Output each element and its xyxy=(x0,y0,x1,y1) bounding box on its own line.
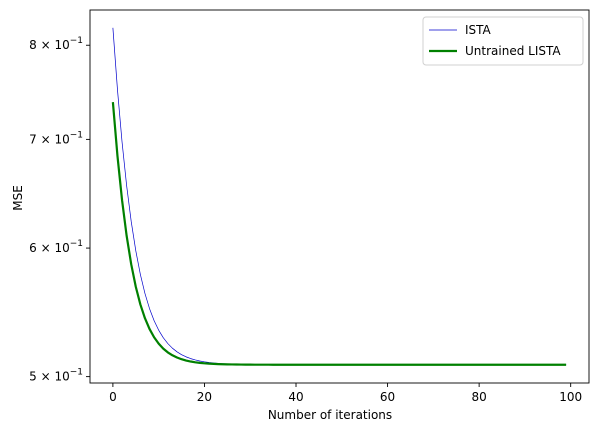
plot-area xyxy=(89,9,590,384)
plot-frame xyxy=(89,9,590,384)
x-axis-label: Number of iterations xyxy=(268,408,392,422)
y-tick-exponent: −1 xyxy=(70,368,83,378)
x-tick-label: 60 xyxy=(380,390,395,404)
y-tick-exponent: −1 xyxy=(70,239,83,249)
x-tick-label: 80 xyxy=(471,390,486,404)
y-tick-mantissa: 6 xyxy=(29,241,37,255)
y-axis-ticks: 5 × 10−1 6 × 10−1 7 × 10−1 8 × 10−1 xyxy=(29,36,90,384)
series-line-ista xyxy=(112,27,567,366)
y-tick-mantissa: 7 xyxy=(29,132,37,146)
y-tick-label: 6 × 10−1 xyxy=(29,239,83,255)
x-tick-label: 0 xyxy=(109,390,117,404)
x-tick-label: 20 xyxy=(197,390,212,404)
legend-label: ISTA xyxy=(465,23,492,37)
x-axis-ticks: 0 20 40 60 80 100 xyxy=(109,383,582,404)
y-tick-mantissa: 5 xyxy=(29,370,37,384)
y-tick-label: 5 × 10−1 xyxy=(29,368,83,384)
series-line-untrained-lista xyxy=(111,102,567,366)
y-tick-mantissa: 8 xyxy=(29,38,37,52)
y-axis-label: MSE xyxy=(11,185,25,211)
x-tick-label: 100 xyxy=(559,390,582,404)
x-tick-label: 40 xyxy=(288,390,303,404)
y-tick-label: 8 × 10−1 xyxy=(29,36,83,52)
y-tick-label: 7 × 10−1 xyxy=(29,130,83,146)
legend: ISTA Untrained LISTA xyxy=(422,16,584,66)
y-tick-exponent: −1 xyxy=(70,130,83,140)
legend-box xyxy=(422,16,584,66)
legend-label: Untrained LISTA xyxy=(465,44,561,58)
y-tick-exponent: −1 xyxy=(70,36,83,46)
